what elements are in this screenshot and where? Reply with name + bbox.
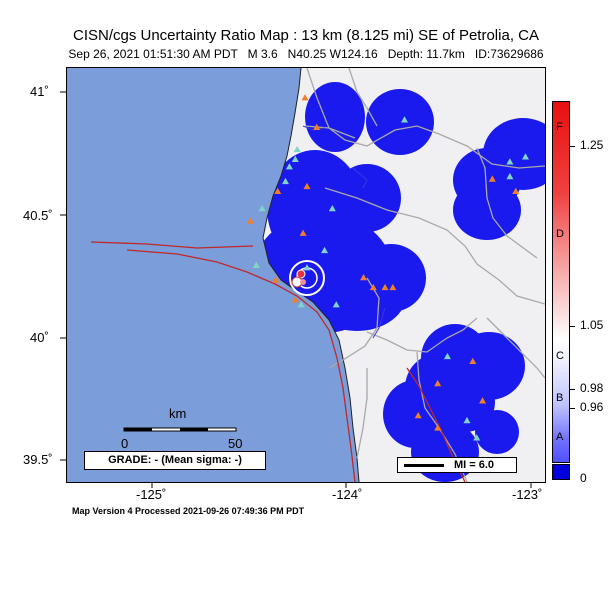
scale-unit: km bbox=[169, 406, 187, 421]
seismic-station-marker bbox=[328, 204, 336, 212]
rivers bbox=[302, 125, 386, 339]
seismic-station-marker bbox=[252, 261, 260, 268]
intensity-station-marker bbox=[246, 217, 254, 224]
colorbar-tick bbox=[569, 146, 575, 147]
colorbar-letter-f: F bbox=[556, 121, 563, 133]
mi-legend: MI = 6.0 bbox=[397, 457, 517, 473]
colorbar-tick bbox=[569, 408, 575, 409]
seismic-station-marker bbox=[506, 172, 514, 180]
scale-start: 0 bbox=[121, 436, 129, 451]
lon-label-125: -125˚ bbox=[136, 487, 167, 502]
station-markers bbox=[246, 94, 529, 441]
uncertainty-map[interactable] bbox=[66, 67, 546, 483]
grade-label: GRADE: - (Mean sigma: -) bbox=[84, 451, 266, 470]
lon-label-124: -124˚ bbox=[332, 487, 363, 502]
intensity-station-marker bbox=[469, 357, 477, 365]
mi-legend-text: MI = 6.0 bbox=[454, 459, 495, 471]
seismic-station-marker bbox=[293, 145, 301, 153]
intensity-station-marker bbox=[512, 187, 520, 195]
map-version-footer: Map Version 4 Processed 2021-09-26 07:49… bbox=[72, 506, 305, 516]
uncertainty-colorbar bbox=[552, 101, 570, 463]
ocean bbox=[67, 68, 359, 482]
scale-bar bbox=[123, 427, 237, 432]
uncertainty-coverage bbox=[243, 82, 545, 482]
seismic-station-marker bbox=[285, 163, 293, 170]
colorbar-letter-a: A bbox=[556, 431, 564, 443]
intensity-station-marker bbox=[369, 283, 377, 291]
seismic-station-marker bbox=[332, 301, 340, 308]
colorbar-letter-d: D bbox=[556, 228, 564, 240]
map-canvas bbox=[67, 68, 545, 482]
colorbar-tick bbox=[569, 389, 575, 390]
intensity-station-marker bbox=[434, 424, 442, 431]
lat-label-40: 40˚ bbox=[30, 330, 49, 345]
intensity-station-marker bbox=[303, 182, 311, 190]
seismic-station-marker bbox=[506, 158, 514, 165]
intensity-station-marker bbox=[274, 187, 282, 195]
intensity-station-marker bbox=[301, 94, 309, 101]
seismic-station-marker bbox=[443, 352, 451, 360]
lat-label-41: 41˚ bbox=[30, 84, 49, 99]
seismic-station-marker bbox=[321, 246, 329, 254]
intensity-station-marker bbox=[389, 283, 397, 291]
colorbar-value-1-05: 1.05 bbox=[580, 318, 604, 332]
colorbar-letter-b: B bbox=[556, 392, 564, 404]
intensity-station-marker bbox=[360, 273, 368, 281]
intensity-station-marker bbox=[313, 123, 321, 130]
scale-end: 50 bbox=[228, 436, 243, 451]
intensity-station-marker bbox=[488, 175, 496, 182]
seismic-station-marker bbox=[473, 434, 481, 441]
seismic-station-marker bbox=[282, 177, 290, 185]
event-info: Sep 26, 2021 01:51:30 AM PDT M 3.6 N40.2… bbox=[68, 47, 544, 61]
seismic-station-marker bbox=[303, 264, 311, 271]
intensity-station-marker bbox=[299, 229, 307, 236]
seismic-station-marker bbox=[258, 204, 266, 212]
seismic-station-marker bbox=[463, 416, 471, 424]
intensity-station-marker bbox=[381, 283, 389, 291]
colorbar-value-0-96: 0.96 bbox=[580, 400, 604, 414]
intensity-station-marker bbox=[434, 379, 442, 387]
mi-legend-line bbox=[404, 464, 444, 467]
colorbar-value-0-98: 0.98 bbox=[580, 381, 604, 395]
roads bbox=[304, 68, 545, 482]
seismic-station-marker bbox=[401, 116, 409, 123]
coastline bbox=[262, 68, 360, 482]
seismic-station-marker bbox=[291, 155, 299, 162]
intensity-station-marker bbox=[291, 296, 299, 303]
intensity-station-marker bbox=[272, 276, 280, 283]
intensity-station-marker bbox=[479, 397, 487, 404]
colorbar-zero-swatch bbox=[552, 464, 570, 480]
colorbar-value-0: 0 bbox=[580, 471, 587, 485]
lat-label-39-5: 39.5˚ bbox=[23, 452, 53, 467]
lon-label-123: -123˚ bbox=[512, 487, 543, 502]
colorbar-letter-c: C bbox=[556, 350, 564, 362]
lat-label-40-5: 40.5˚ bbox=[23, 208, 53, 223]
seismic-station-marker bbox=[297, 301, 305, 308]
colorbar-tick bbox=[569, 326, 575, 327]
map-title: CISN/cgs Uncertainty Ratio Map : 13 km (… bbox=[72, 27, 539, 44]
colorbar-value-1-25: 1.25 bbox=[580, 138, 604, 152]
intensity-station-marker bbox=[414, 411, 422, 419]
seismic-station-marker bbox=[521, 153, 529, 160]
